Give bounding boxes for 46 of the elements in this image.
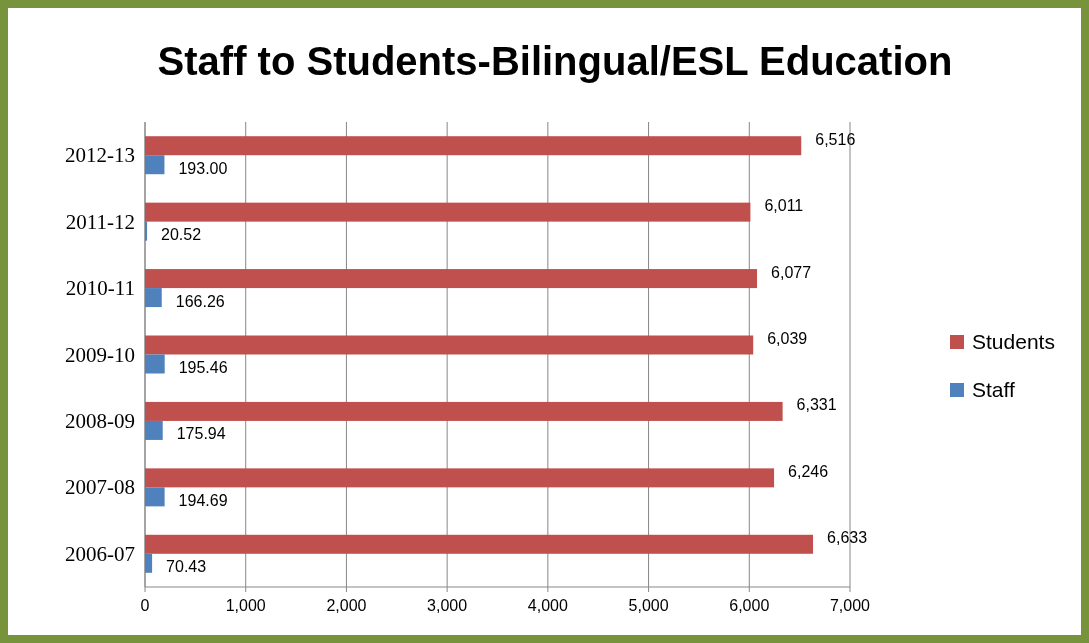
data-label: 195.46 [178,359,228,376]
data-label: 6,077 [771,263,812,281]
legend-label: Staff [972,378,1015,401]
y-tick-label: 2006-07 [65,541,135,566]
bar [145,136,802,156]
x-tick-label: 1,000 [225,597,266,614]
x-tick-label: 7,000 [829,597,871,614]
data-label: 70.43 [166,558,207,576]
data-label: 194.69 [178,491,228,509]
data-label: 6,011 [764,197,804,215]
data-label: 175.94 [176,425,226,443]
legend-label: Students [972,330,1055,353]
y-tick-label: 2012-13 [65,143,135,168]
data-label: 6,633 [827,529,868,547]
x-tick-label: 2,000 [326,597,367,614]
bar [145,269,758,289]
data-label: 20.52 [161,226,202,244]
bar [145,487,165,507]
y-tick-label: 2008-09 [65,408,135,433]
data-label: 166.26 [175,292,225,310]
data-label: 6,516 [815,130,856,148]
bar [145,202,751,222]
data-label: 6,331 [796,396,837,414]
bar [145,288,162,308]
bar [145,468,775,488]
x-tick-label: 3,000 [427,597,468,614]
y-tick-label: 2007-08 [65,475,135,500]
bar [145,354,165,374]
bar [145,553,153,573]
x-tick-label: 0 [140,597,150,614]
bar [145,335,754,355]
bar [145,155,165,175]
y-tick-label: 2011-12 [65,209,135,234]
y-tick-label: 2009-10 [65,342,135,367]
x-tick-label: 6,000 [729,597,770,614]
data-label: 193.00 [178,159,228,177]
x-tick-label: 5,000 [628,597,669,614]
x-tick-label: 4,000 [527,597,568,614]
data-label: 6,246 [788,462,829,480]
data-label: 6,039 [767,330,808,347]
y-tick-label: 2010-11 [65,276,135,301]
bar [145,401,783,421]
chart-title: Staff to Students-Bilingual/ESL Education [157,39,953,83]
bar [145,534,814,554]
bar [145,221,148,241]
bar [145,420,163,440]
